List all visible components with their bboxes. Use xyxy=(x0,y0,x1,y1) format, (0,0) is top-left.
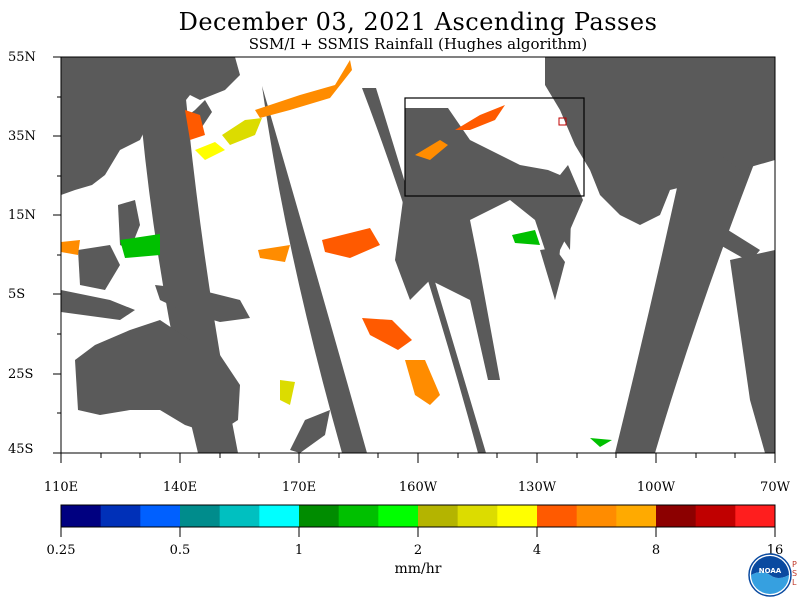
psl-letter: P xyxy=(792,560,797,569)
units-label: mm/hr xyxy=(394,561,442,577)
colorbar-tick-label: 0.25 xyxy=(46,543,76,558)
colorbar-segment xyxy=(219,505,260,527)
colorbar-segment xyxy=(418,505,459,527)
land-south-america xyxy=(730,250,775,453)
colorbar-tick-label: 4 xyxy=(532,543,542,558)
land-tasmania xyxy=(198,438,212,450)
colorbar-ticks xyxy=(60,527,776,537)
lon-label: 70W xyxy=(760,480,790,495)
colorbar-segment xyxy=(695,505,736,527)
rain-patch xyxy=(222,118,262,145)
land-borneo xyxy=(78,245,120,290)
rain-patch xyxy=(61,240,80,255)
rain-patch xyxy=(280,380,295,405)
lon-label: 160W xyxy=(398,480,438,495)
land-asia xyxy=(61,57,240,195)
colorbar-segment xyxy=(537,505,578,527)
data-gap-swath xyxy=(362,88,486,453)
rain-patch xyxy=(185,110,205,140)
land-central-america xyxy=(690,195,760,262)
colorbar-segment xyxy=(378,505,419,527)
lon-label: 110E xyxy=(43,480,79,495)
rain-patch xyxy=(405,360,440,405)
colorbar-tick-label: 0.5 xyxy=(169,543,191,558)
colorbar-segment xyxy=(616,505,657,527)
colorbar-segment xyxy=(338,505,379,527)
rain-patch xyxy=(455,105,505,130)
svg-text:NOAA: NOAA xyxy=(759,567,782,575)
colorbar-segment xyxy=(576,505,617,527)
chart-title: December 03, 2021 Ascending Passes xyxy=(178,8,658,36)
region-box xyxy=(404,97,585,197)
lat-label: 15N xyxy=(8,208,36,223)
lat-label: 25S xyxy=(8,367,34,382)
colorbar-segment xyxy=(100,505,141,527)
lat-label: 5S xyxy=(8,287,26,302)
chart-subtitle: SSM/I + SSMIS Rainfall (Hughes algorithm… xyxy=(248,35,588,53)
colorbar-tick-label: 1 xyxy=(294,543,304,558)
colorbar-segment xyxy=(259,505,300,527)
data-gap-swath xyxy=(262,86,367,453)
colorbar xyxy=(61,505,776,527)
rain-patch xyxy=(512,230,540,245)
rain-patch xyxy=(120,234,160,258)
colorbar-segment xyxy=(656,505,697,527)
lat-label: 35N xyxy=(8,129,36,144)
colorbar-segment xyxy=(180,505,221,527)
colorbar-tick-label: 8 xyxy=(651,543,661,558)
lon-label: 170E xyxy=(281,480,317,495)
land-new-zealand xyxy=(290,410,330,453)
lon-label: 100W xyxy=(636,480,676,495)
lat-ticks xyxy=(53,56,61,454)
data-gap-swath xyxy=(395,108,583,380)
psl-letter: L xyxy=(792,578,797,587)
lat-label: 45S xyxy=(8,442,34,457)
colorbar-segment xyxy=(497,505,538,527)
lat-label: 55N xyxy=(8,50,36,65)
noaa-logo: NOAA xyxy=(748,553,792,597)
colorbar-segment xyxy=(61,505,102,527)
rain-patch xyxy=(590,438,612,447)
psl-tag: P S L xyxy=(792,560,797,587)
rain-patch xyxy=(322,228,380,258)
rain-patch xyxy=(415,140,448,160)
rain-patch xyxy=(255,60,352,118)
station-marker xyxy=(558,117,567,126)
land-australia xyxy=(75,320,240,435)
colorbar-segment xyxy=(735,505,776,527)
colorbar-segment xyxy=(140,505,181,527)
land-north-america xyxy=(545,57,775,225)
land-philippines xyxy=(118,200,140,250)
rain-patch xyxy=(362,318,412,350)
lon-ticks xyxy=(60,453,776,463)
psl-letter: S xyxy=(792,569,798,578)
rain-patch xyxy=(258,245,290,262)
colorbar-tick-label: 2 xyxy=(413,543,423,558)
land-indonesia xyxy=(61,290,135,320)
colorbar-segment xyxy=(299,505,340,527)
data-gap-swath xyxy=(540,248,565,300)
land-new-guinea xyxy=(155,285,250,322)
colorbar-segment xyxy=(457,505,498,527)
rain-patch xyxy=(195,142,225,160)
lon-label: 140E xyxy=(162,480,198,495)
data-gap-swath xyxy=(555,185,572,250)
lon-label: 130W xyxy=(517,480,557,495)
